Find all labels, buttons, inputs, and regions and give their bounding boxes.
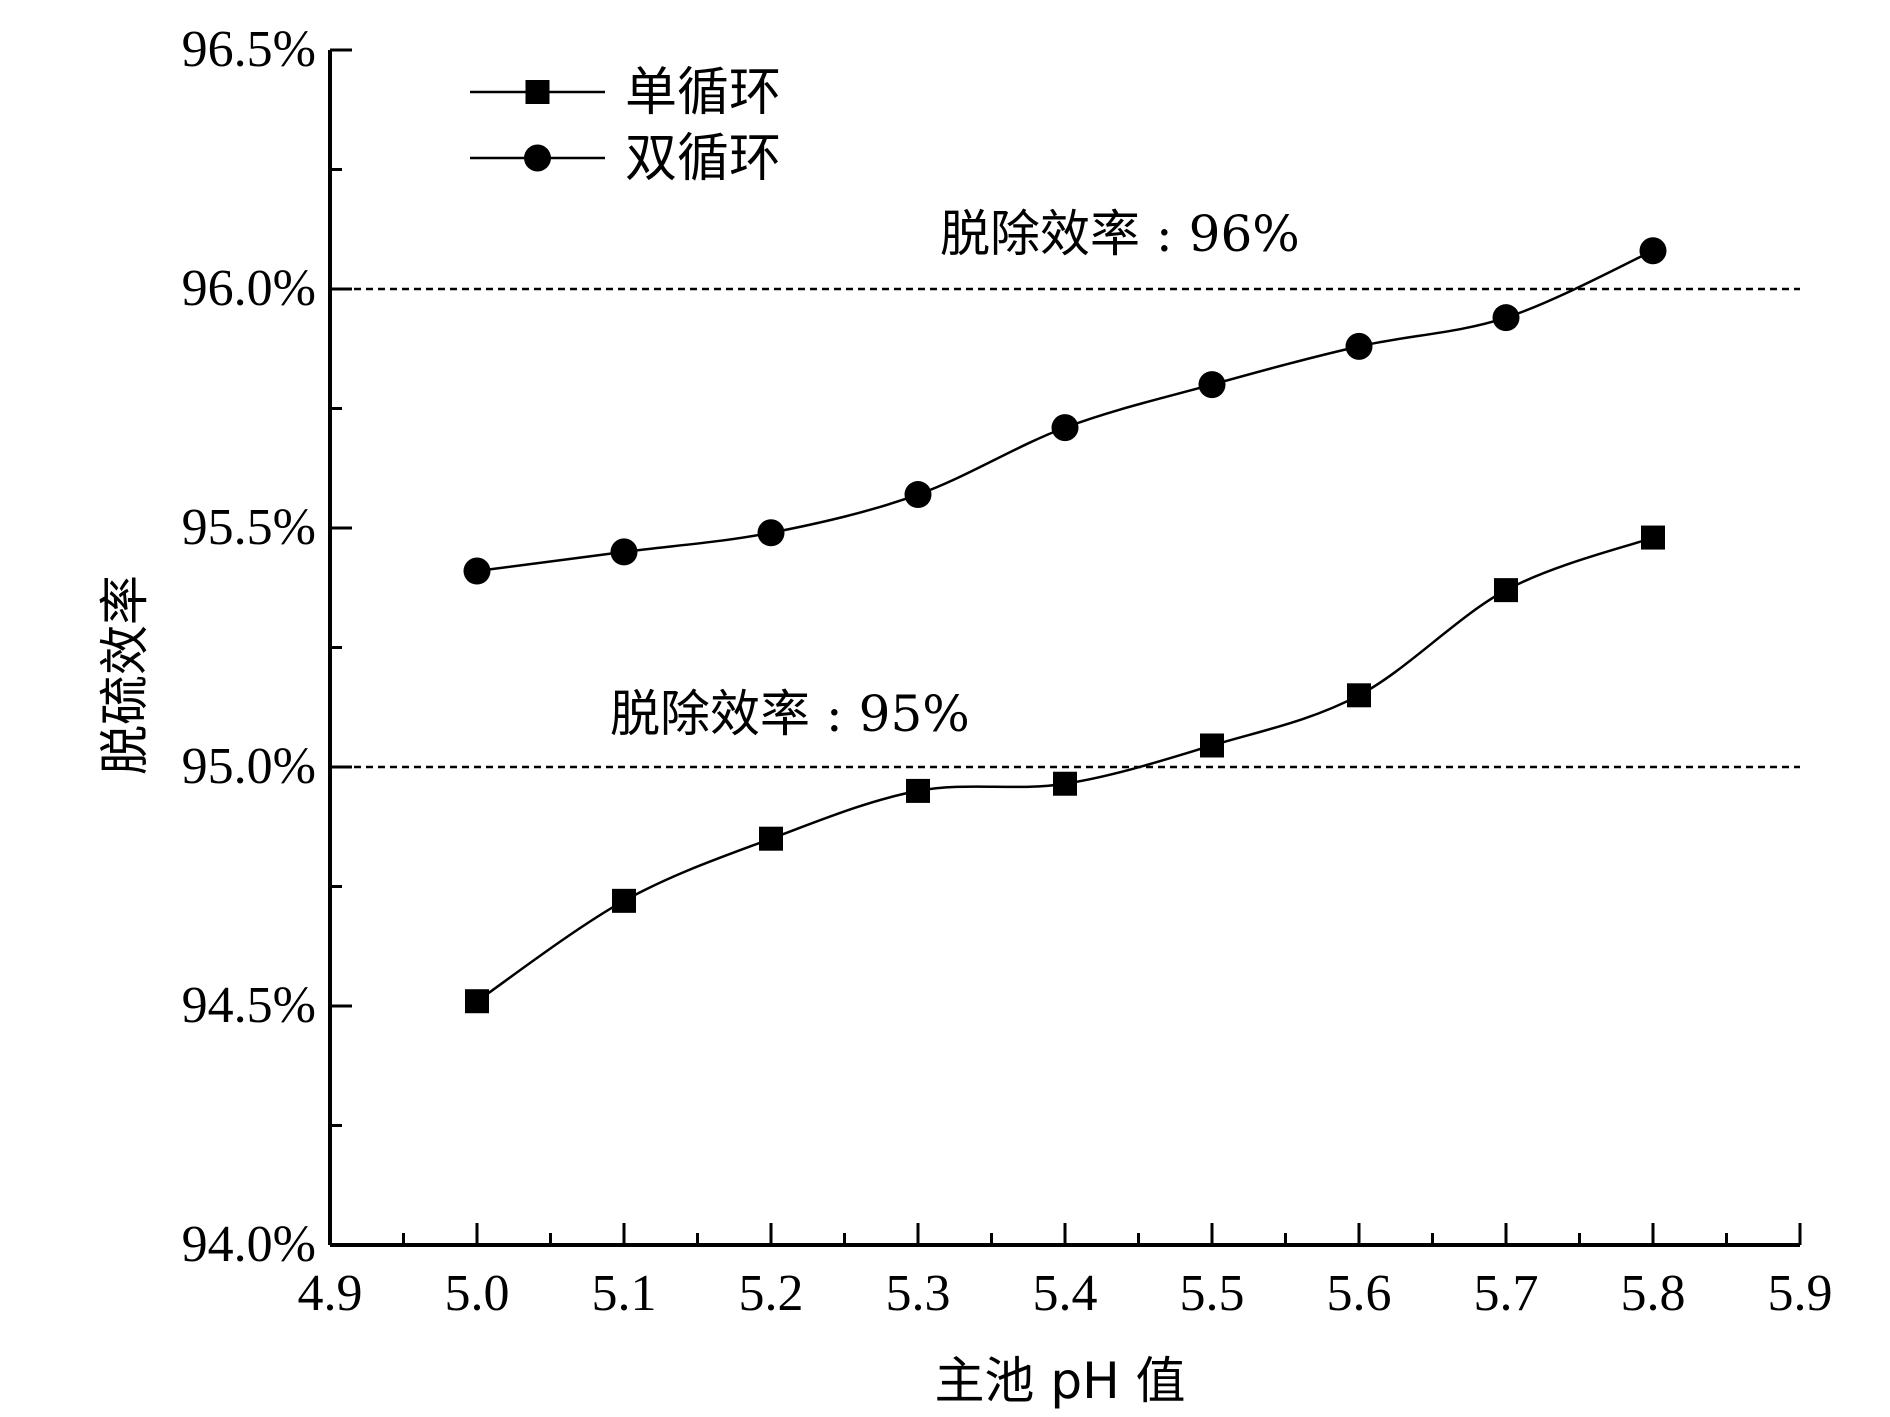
y-tick-label: 94.0% bbox=[182, 1216, 316, 1273]
series-markers bbox=[463, 237, 1667, 1014]
x-tick-label: 5.0 bbox=[445, 1265, 510, 1322]
series-lines bbox=[476, 249, 1654, 1003]
circle-marker bbox=[904, 481, 932, 509]
series-line-circle bbox=[476, 249, 1654, 573]
circle-marker bbox=[1345, 332, 1373, 360]
square-marker bbox=[1494, 578, 1518, 603]
circle-marker bbox=[1198, 371, 1226, 399]
x-tick-label: 5.7 bbox=[1474, 1265, 1539, 1322]
square-marker bbox=[612, 888, 636, 913]
x-tick-label: 5.8 bbox=[1621, 1265, 1686, 1322]
y-tick-label: 95.0% bbox=[182, 738, 316, 795]
square-marker bbox=[465, 989, 489, 1014]
x-tick-label: 5.3 bbox=[886, 1265, 951, 1322]
square-marker bbox=[759, 826, 783, 851]
circle-marker bbox=[757, 519, 785, 547]
x-tick-label: 4.9 bbox=[298, 1265, 363, 1322]
x-tick-label: 5.2 bbox=[739, 1265, 804, 1322]
y-tick-label: 95.5% bbox=[182, 499, 316, 556]
circle-marker bbox=[1639, 237, 1667, 265]
legend-circle-marker bbox=[524, 144, 551, 172]
reference-line-label: 脱除效率 : 95% bbox=[610, 685, 970, 743]
legend-label: 双循环 bbox=[625, 129, 781, 189]
series-line-square bbox=[476, 536, 1654, 1003]
square-marker bbox=[1641, 525, 1665, 550]
y-tick-label: 96.5% bbox=[182, 21, 316, 78]
circle-marker bbox=[610, 538, 638, 566]
circle-marker bbox=[1492, 304, 1520, 332]
square-marker bbox=[906, 778, 930, 803]
square-marker bbox=[1200, 733, 1224, 758]
reference-lines: 脱除效率 : 96% 脱除效率 : 95% bbox=[330, 205, 1800, 769]
x-tick-label: 5.1 bbox=[592, 1265, 657, 1322]
x-axis-title: 主池 pH 值 bbox=[934, 1352, 1185, 1410]
legend-label: 单循环 bbox=[625, 63, 781, 123]
x-tick-label: 5.5 bbox=[1180, 1265, 1245, 1322]
y-tick-label: 94.5% bbox=[182, 977, 316, 1034]
y-tick-label: 96.0% bbox=[182, 260, 316, 317]
legend-square-marker bbox=[525, 80, 550, 104]
tick-labels: 94.0% 94.5% 95.0% 95.5% 96.0% 96.5% 4.9 5.0 5.1 5… bbox=[182, 21, 1833, 1322]
circle-marker bbox=[463, 557, 491, 585]
x-tick-label: 5.9 bbox=[1768, 1265, 1833, 1322]
ticks bbox=[328, 48, 1802, 1247]
circle-marker bbox=[1051, 414, 1079, 442]
reference-line-label: 脱除效率 : 96% bbox=[940, 205, 1300, 263]
square-marker bbox=[1053, 771, 1077, 796]
x-tick-label: 5.6 bbox=[1327, 1265, 1392, 1322]
y-axis-title: 脱硫效率 bbox=[96, 575, 154, 775]
square-marker bbox=[1347, 683, 1371, 708]
x-tick-label: 5.4 bbox=[1033, 1265, 1098, 1322]
